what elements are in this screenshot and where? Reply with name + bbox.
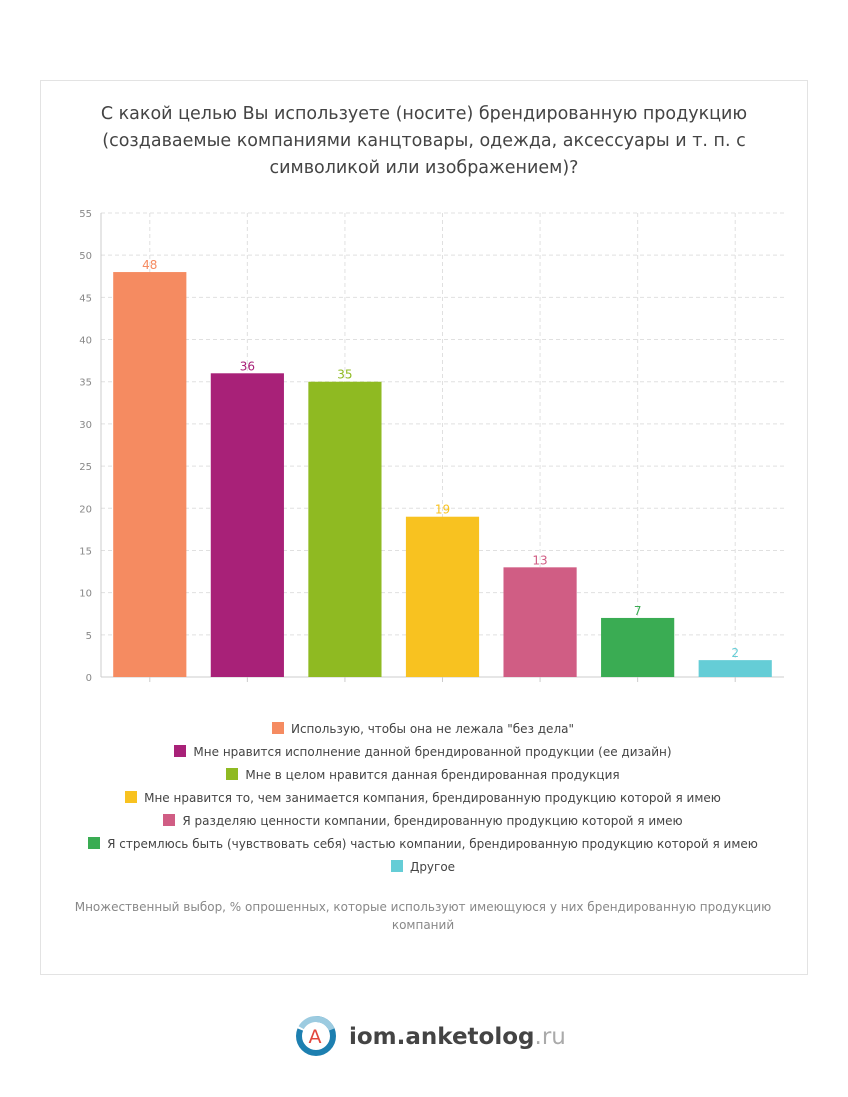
bar — [698, 660, 772, 677]
legend-label: Мне в целом нравится данная брендированн… — [245, 768, 620, 782]
legend-label: Я разделяю ценности компании, брендирова… — [182, 814, 683, 828]
y-tick-label: 15 — [79, 546, 92, 557]
y-tick-label: 20 — [79, 504, 92, 515]
logo-letter: A — [309, 1026, 322, 1048]
value-label: 7 — [634, 604, 642, 618]
chart-title: С какой целью Вы используете (носите) бр… — [100, 104, 748, 178]
y-tick-label: 30 — [79, 420, 92, 431]
legend-swatch — [163, 814, 176, 826]
note: Множественный выбор, % опрошенных, котор… — [74, 900, 772, 932]
bar — [405, 516, 480, 677]
bar — [210, 373, 284, 677]
legend-item: Использую, чтобы она не лежала "без дела… — [40, 718, 806, 741]
logo-main: iom.anketolog — [349, 1024, 535, 1050]
legend-item: Мне нравится исполнение данной брендиров… — [40, 741, 806, 764]
y-tick-label: 25 — [79, 462, 92, 473]
legend-label: Другое — [409, 860, 456, 874]
y-tick-label: 35 — [79, 378, 92, 389]
legend-swatch — [125, 791, 138, 803]
value-label: 35 — [337, 368, 352, 382]
legend-item: Мне нравится то, чем занимается компания… — [40, 787, 806, 810]
y-tick-label: 55 — [79, 209, 92, 220]
logo-text: iom.anketolog.ru — [349, 1024, 566, 1050]
legend-item: Мне в целом нравится данная брендированн… — [40, 764, 806, 787]
bar — [601, 617, 675, 677]
logo-ring-light — [296, 1016, 336, 1056]
y-tick-label: 10 — [79, 589, 92, 600]
logo: A iom.anketolog.ru — [296, 1016, 566, 1056]
logo-suffix: .ru — [535, 1024, 566, 1050]
legend-swatch — [88, 837, 101, 849]
legend-swatch — [174, 745, 187, 757]
logo-ring — [296, 1016, 336, 1056]
value-label: 48 — [142, 258, 157, 272]
legend-label: Мне нравится исполнение данной брендиров… — [193, 745, 672, 759]
legend-item: Другое — [40, 856, 806, 879]
value-label: 13 — [532, 553, 547, 567]
legend: Использую, чтобы она не лежала "без дела… — [40, 718, 806, 879]
legend-label: Я стремлюсь быть (чувствовать себя) част… — [107, 837, 758, 851]
y-tick-label: 45 — [79, 293, 92, 304]
y-tick-label: 50 — [79, 251, 92, 262]
legend-item: Я стремлюсь быть (чувствовать себя) част… — [40, 833, 806, 856]
value-label: 19 — [435, 503, 450, 517]
y-tick-label: 0 — [86, 673, 92, 684]
bar — [113, 272, 187, 677]
y-tick-label: 40 — [79, 336, 92, 347]
bar — [503, 567, 577, 677]
value-label: 36 — [240, 359, 255, 373]
chart: 0 5 10 15 20 25 30 35 40 45 50 55 48 36 35 19 13 7 2 — [79, 209, 784, 684]
legend-label: Использую, чтобы она не лежала "без дела… — [290, 722, 574, 736]
value-label: 2 — [731, 646, 739, 660]
legend-swatch — [226, 768, 239, 780]
legend-swatch — [390, 860, 403, 872]
bar — [308, 381, 382, 677]
legend-swatch — [271, 722, 284, 734]
card — [40, 80, 808, 975]
legend-label: Мне нравится то, чем занимается компания… — [144, 791, 721, 805]
legend-item: Я разделяю ценности компании, брендирова… — [40, 810, 806, 833]
y-tick-label: 5 — [86, 631, 92, 642]
